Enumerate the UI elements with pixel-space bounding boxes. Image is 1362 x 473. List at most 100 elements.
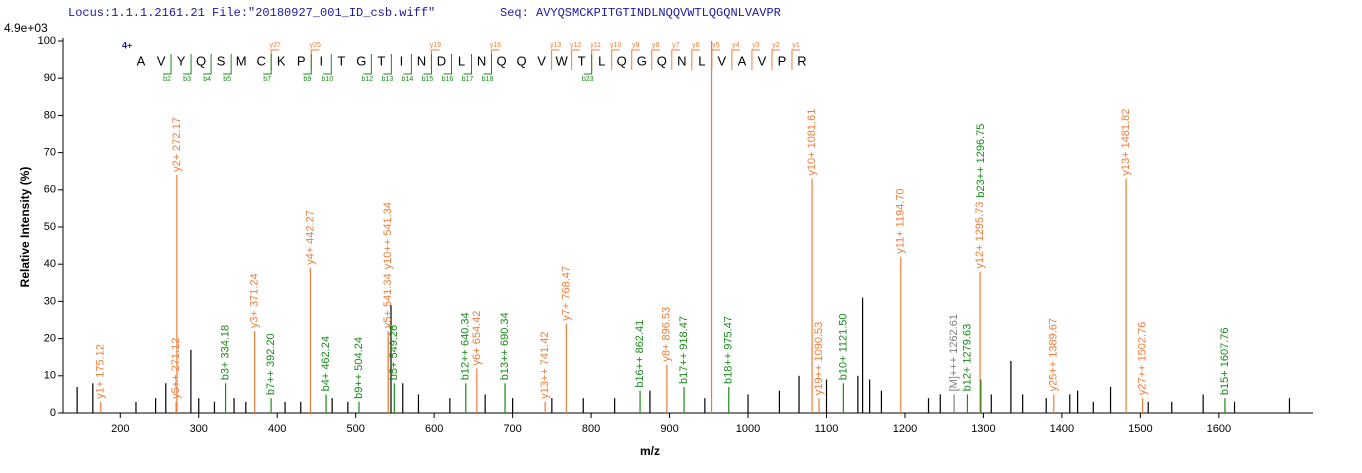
x-tick-label: 1500 bbox=[1128, 423, 1152, 435]
residue: K bbox=[277, 53, 286, 68]
peak-label: b9++ 504.24 bbox=[353, 337, 365, 399]
y-tick-label: 10 bbox=[44, 370, 56, 382]
y-ion-label: y1 bbox=[792, 42, 800, 49]
y-tick-label: 100 bbox=[38, 35, 56, 47]
peak-label: b10+ 1121.50 bbox=[837, 313, 849, 380]
residue: P bbox=[297, 53, 306, 68]
peak-label: y12+ 1295.73 bbox=[974, 202, 986, 269]
b-ion-bracket bbox=[203, 54, 212, 75]
b-ion-label: b2 bbox=[163, 76, 171, 83]
peak-label: b12+ 1279.63 bbox=[961, 324, 973, 392]
x-tick-label: 700 bbox=[503, 423, 521, 435]
peak-label: b13++ 690.34 bbox=[499, 312, 511, 380]
residue: C bbox=[256, 53, 265, 68]
b-ion-bracket bbox=[303, 54, 312, 75]
residue: Q bbox=[496, 53, 506, 68]
x-tick-label: 300 bbox=[190, 423, 208, 435]
b-ion-label: b4 bbox=[203, 76, 211, 83]
peak-label: y10+ 1081.61 bbox=[806, 109, 818, 176]
peak-label: b18++ 975.47 bbox=[723, 316, 735, 384]
peak-label: y10++ 541.34 bbox=[382, 202, 394, 269]
x-tick-label: 1000 bbox=[736, 423, 760, 435]
residue: V bbox=[718, 53, 727, 68]
y-ion-bracket bbox=[611, 49, 620, 70]
b-ion-label: b5 bbox=[223, 76, 231, 83]
residue: L bbox=[698, 53, 705, 68]
peak-label: b3+ 334.18 bbox=[219, 325, 231, 380]
residue: T bbox=[377, 53, 385, 68]
header-file: Locus:1.1.1.2161.21 File:"20180927_001_I… bbox=[68, 6, 435, 20]
b-ion-label: b14 bbox=[402, 76, 414, 83]
residue: Q bbox=[617, 53, 627, 68]
peak-label: y13++ 741.42 bbox=[539, 332, 551, 399]
peak-label: b5+ 549.26 bbox=[388, 325, 400, 380]
y-ion-label: y27 bbox=[270, 42, 281, 49]
peak-label: y19++ 1090.53 bbox=[813, 322, 825, 395]
residue: L bbox=[458, 53, 465, 68]
y-ion-label: y7 bbox=[672, 42, 680, 49]
y-tick-label: 90 bbox=[44, 72, 56, 84]
residue: V bbox=[157, 53, 166, 68]
peak-label: y8+ 896.53 bbox=[661, 307, 673, 362]
y-ion-label: y4 bbox=[732, 42, 740, 49]
y-ion-label: y3 bbox=[752, 42, 760, 49]
residue: A bbox=[137, 53, 146, 68]
peak-label: y2+ 272.17 bbox=[171, 117, 183, 172]
b-ion-label: b23 bbox=[582, 76, 594, 83]
b-ion-bracket bbox=[423, 54, 432, 75]
b-ion-label: b9 bbox=[303, 76, 311, 83]
x-tick-label: 1400 bbox=[1050, 423, 1074, 435]
x-tick-label: 900 bbox=[660, 423, 678, 435]
peak-label: y4+ 442.27 bbox=[304, 210, 316, 265]
x-tick-label: 1200 bbox=[893, 423, 917, 435]
y-ion-bracket bbox=[711, 49, 720, 70]
y-ion-bracket bbox=[771, 49, 780, 70]
x-tick-label: 600 bbox=[425, 423, 443, 435]
b-ion-label: b12 bbox=[362, 76, 374, 83]
y-ion-bracket bbox=[651, 49, 660, 70]
y-ion-label: y19 bbox=[430, 42, 441, 49]
b-ion-bracket bbox=[323, 54, 332, 75]
y-tick-label: 80 bbox=[44, 109, 56, 121]
residue: Q bbox=[196, 53, 206, 68]
residue: T bbox=[578, 53, 586, 68]
b-ion-bracket bbox=[583, 54, 593, 75]
residue: G bbox=[637, 53, 647, 68]
b-ion-bracket bbox=[483, 54, 493, 75]
y-ion-label: y6 bbox=[692, 42, 700, 49]
y-ion-label: y2 bbox=[772, 42, 780, 49]
residue: P bbox=[778, 53, 787, 68]
scale-label: 4.9e+03 bbox=[4, 21, 48, 35]
residue: I bbox=[400, 53, 404, 68]
y-tick-label: 50 bbox=[44, 221, 56, 233]
peak-label: y6+ 654.42 bbox=[471, 311, 483, 366]
peak-label: b16++ 862.41 bbox=[634, 320, 646, 388]
y-axis-label: Relative Intensity (%) bbox=[18, 167, 32, 288]
y-ion-bracket bbox=[671, 49, 680, 70]
y-ion-label: y12 bbox=[570, 42, 581, 49]
peak-label: y5++ 271.12 bbox=[170, 338, 182, 399]
y-ion-label: y5 bbox=[712, 42, 720, 49]
peak-label: b7++ 392.20 bbox=[265, 333, 277, 395]
residue: N bbox=[477, 53, 486, 68]
b-ion-label: b13 bbox=[382, 76, 394, 83]
peak-label: b12++ 640.34 bbox=[460, 312, 472, 380]
b-ion-bracket bbox=[363, 54, 372, 75]
residue: G bbox=[356, 53, 366, 68]
y-ion-label: y11 bbox=[590, 42, 601, 49]
y-ion-label: y16 bbox=[490, 42, 501, 49]
b-ion-bracket bbox=[163, 54, 172, 75]
b-ion-bracket bbox=[223, 54, 232, 75]
b-ion-bracket bbox=[403, 54, 412, 75]
residue: I bbox=[319, 53, 323, 68]
y-ion-label: y25 bbox=[310, 42, 321, 49]
peak-label: y25++ 1389.67 bbox=[1048, 318, 1060, 391]
b-ion-bracket bbox=[183, 54, 192, 75]
charge-label: 4+ bbox=[122, 40, 132, 50]
peak-label: y1+ 175.12 bbox=[95, 344, 107, 399]
b-ion-bracket bbox=[463, 54, 472, 75]
x-tick-label: 800 bbox=[582, 423, 600, 435]
b-ion-bracket bbox=[383, 54, 392, 75]
y-ion-bracket bbox=[751, 49, 760, 70]
